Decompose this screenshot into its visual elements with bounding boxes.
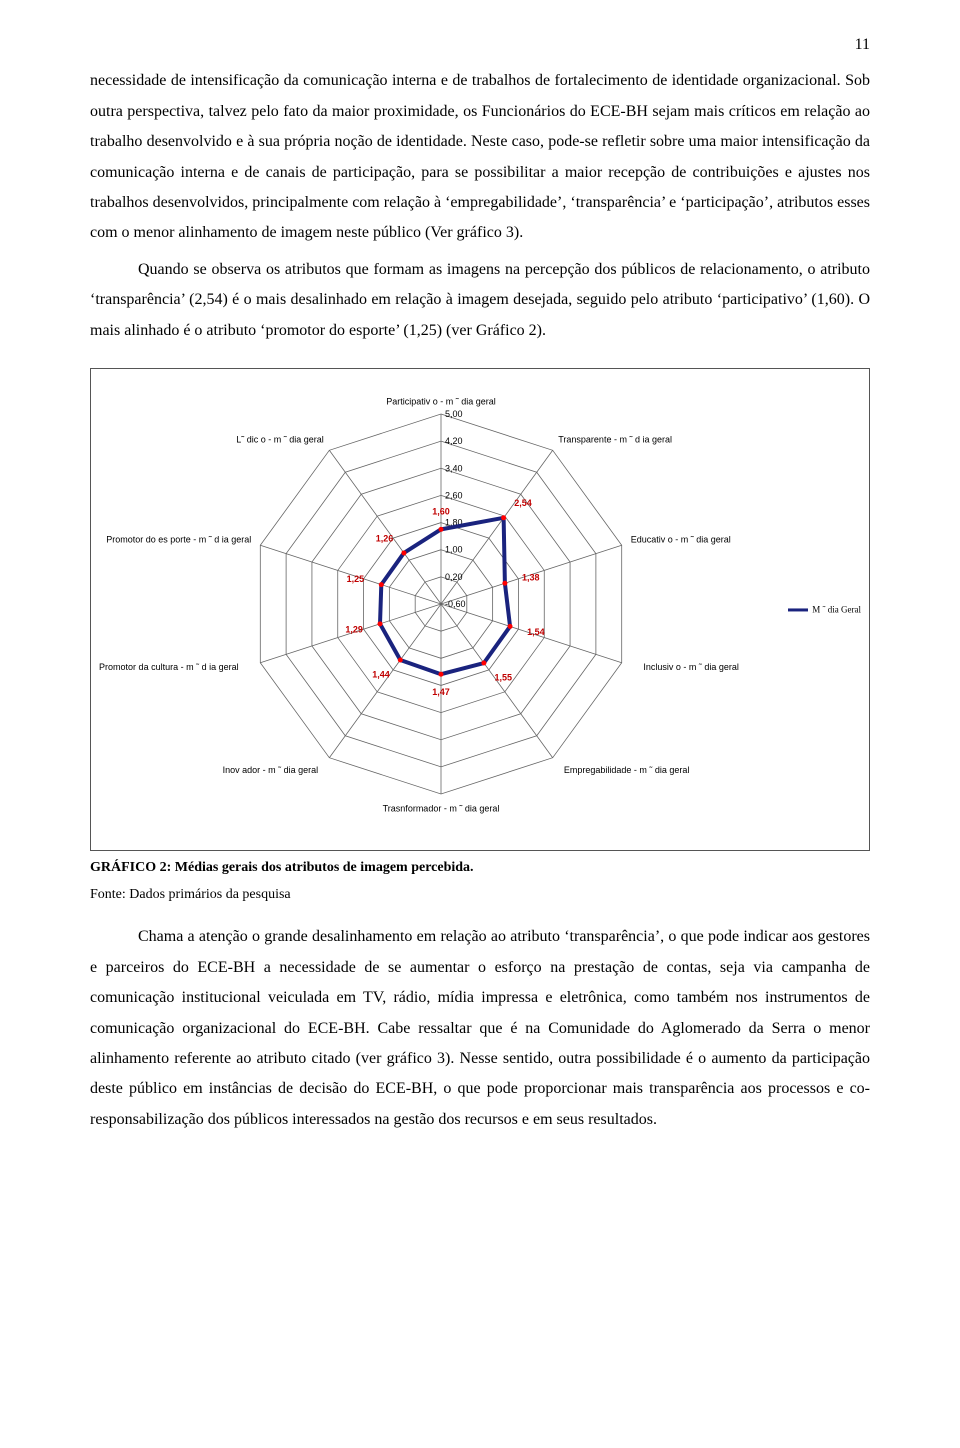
paragraph-2: Quando se observa os atributos que forma… bbox=[90, 255, 870, 346]
svg-text:1,38: 1,38 bbox=[522, 573, 540, 583]
svg-text:L˜ dic o - m ˜ dia geral: L˜ dic o - m ˜ dia geral bbox=[236, 435, 324, 445]
svg-text:Promotor do es porte - m ˜ d i: Promotor do es porte - m ˜ d ia geral bbox=[106, 534, 251, 544]
svg-text:1,29: 1,29 bbox=[345, 624, 363, 634]
svg-text:-0,60: -0,60 bbox=[445, 599, 466, 609]
chart-caption-title: GRÁFICO 2: Médias gerais dos atributos d… bbox=[90, 855, 870, 882]
svg-text:2,54: 2,54 bbox=[514, 498, 532, 508]
svg-text:3,40: 3,40 bbox=[445, 463, 463, 473]
paragraph-3: Chama a atenção o grande desalinhamento … bbox=[90, 922, 870, 1135]
svg-text:1,54: 1,54 bbox=[527, 627, 545, 637]
svg-text:1,60: 1,60 bbox=[432, 506, 450, 516]
svg-text:Promotor da cultura - m ˜ d ia: Promotor da cultura - m ˜ d ia geral bbox=[99, 662, 239, 672]
legend-swatch bbox=[788, 608, 808, 611]
svg-text:1,25: 1,25 bbox=[347, 574, 365, 584]
svg-text:1,26: 1,26 bbox=[376, 533, 394, 543]
svg-text:4,20: 4,20 bbox=[445, 436, 463, 446]
svg-text:1,47: 1,47 bbox=[432, 687, 450, 697]
paragraph-1: necessidade de intensificação da comunic… bbox=[90, 66, 870, 248]
radar-chart-container: 5,004,203,402,601,801,000,20-0,60Partici… bbox=[90, 368, 870, 851]
svg-text:1,00: 1,00 bbox=[445, 545, 463, 555]
svg-text:Educativ o - m ˜ dia geral: Educativ o - m ˜ dia geral bbox=[631, 534, 731, 544]
svg-text:Inclusiv o - m ˜ dia geral: Inclusiv o - m ˜ dia geral bbox=[643, 662, 739, 672]
svg-text:1,55: 1,55 bbox=[494, 672, 512, 682]
radar-chart: 5,004,203,402,601,801,000,20-0,60Partici… bbox=[91, 369, 869, 839]
svg-text:Transparente - m ˜ d ia geral: Transparente - m ˜ d ia geral bbox=[558, 435, 672, 445]
svg-text:0,20: 0,20 bbox=[445, 572, 463, 582]
svg-text:2,60: 2,60 bbox=[445, 490, 463, 500]
svg-text:Empregabilidade - m ˜ dia gera: Empregabilidade - m ˜ dia geral bbox=[564, 765, 690, 775]
svg-text:5,00: 5,00 bbox=[445, 409, 463, 419]
svg-text:Trasnformador - m ˜ dia geral: Trasnformador - m ˜ dia geral bbox=[383, 804, 500, 814]
chart-legend: M ˜ dia Geral bbox=[788, 601, 861, 618]
svg-text:Participativ o - m ˜ dia geral: Participativ o - m ˜ dia geral bbox=[386, 396, 496, 406]
legend-label: M ˜ dia Geral bbox=[812, 604, 861, 614]
page-number: 11 bbox=[90, 30, 870, 60]
svg-text:1,44: 1,44 bbox=[372, 669, 390, 679]
chart-caption-source: Fonte: Dados primários da pesquisa bbox=[90, 882, 870, 909]
svg-text:Inov ador - m ˜ dia geral: Inov ador - m ˜ dia geral bbox=[223, 765, 319, 775]
